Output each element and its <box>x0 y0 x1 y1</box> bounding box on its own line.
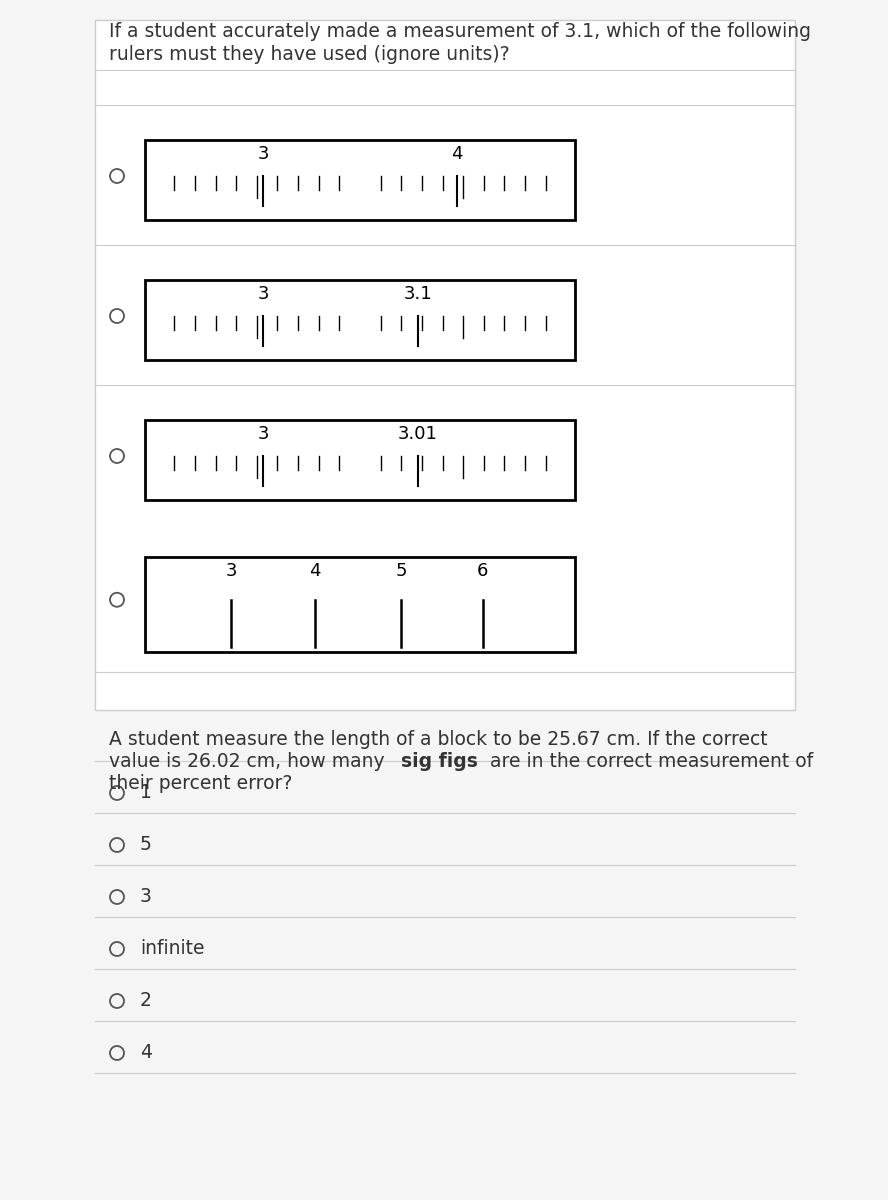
Text: 3.1: 3.1 <box>404 284 432 302</box>
Bar <box>95 20 795 710</box>
Text: 3: 3 <box>258 284 269 302</box>
Text: 3.01: 3.01 <box>398 425 438 443</box>
Text: 2: 2 <box>140 991 152 1010</box>
Bar <box>145 280 575 360</box>
Text: 3: 3 <box>258 425 269 443</box>
Text: 6: 6 <box>477 562 488 580</box>
Text: 1: 1 <box>140 784 152 803</box>
Text: infinite: infinite <box>140 940 204 959</box>
Text: 4: 4 <box>451 145 463 163</box>
Bar <box>145 140 575 220</box>
Bar <box>145 420 575 500</box>
Text: If a student accurately made a measurement of 3.1, which of the following: If a student accurately made a measureme… <box>109 22 811 41</box>
Bar <box>145 557 575 652</box>
Text: 4: 4 <box>309 562 321 580</box>
Text: value is 26.02 cm, how many: value is 26.02 cm, how many <box>109 752 391 770</box>
Text: are in the correct measurement of: are in the correct measurement of <box>484 752 813 770</box>
Text: rulers must they have used (ignore units)?: rulers must they have used (ignore units… <box>109 44 510 64</box>
Text: 3: 3 <box>140 888 152 906</box>
Text: 3: 3 <box>258 145 269 163</box>
Text: 5: 5 <box>140 835 152 854</box>
Text: 4: 4 <box>140 1044 152 1062</box>
Text: their percent error?: their percent error? <box>109 774 292 793</box>
Text: 3: 3 <box>226 562 237 580</box>
Text: 5: 5 <box>395 562 407 580</box>
Text: sig figs: sig figs <box>400 752 478 770</box>
Text: A student measure the length of a block to be 25.67 cm. If the correct: A student measure the length of a block … <box>109 730 767 749</box>
